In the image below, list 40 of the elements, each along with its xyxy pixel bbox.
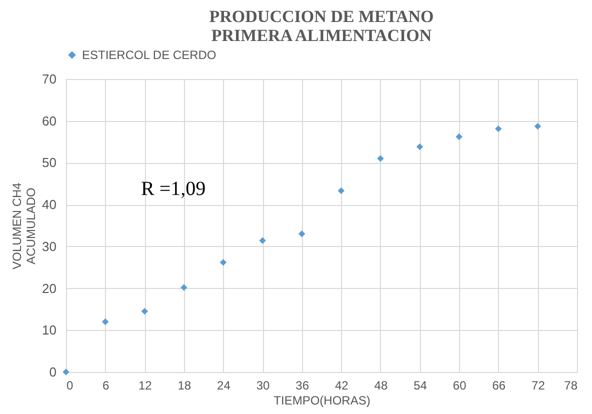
x-tick-label: 48 bbox=[374, 378, 388, 392]
point bbox=[377, 155, 384, 162]
point bbox=[298, 230, 306, 238]
x-tick-label: 36 bbox=[296, 378, 310, 392]
y-tick-label: 10 bbox=[42, 322, 56, 338]
point bbox=[456, 133, 462, 140]
x-tick-label: 60 bbox=[452, 378, 467, 392]
y-tick-label: 20 bbox=[42, 280, 56, 296]
point bbox=[338, 187, 345, 194]
chart-title: PRODUCCION DE METANO PRIMERA ALIMENTACION bbox=[209, 7, 434, 45]
y-tick-label: 70 bbox=[42, 72, 56, 86]
y-tick-label: 60 bbox=[42, 113, 56, 128]
x-tick-label: 24 bbox=[217, 378, 231, 392]
point bbox=[102, 318, 109, 326]
y-axis-title: VOLUMEN CH4 ACUMULADO bbox=[10, 182, 38, 270]
x-tick-label: 42 bbox=[334, 378, 349, 392]
x-tick-label: 78 bbox=[564, 378, 578, 392]
annotation: R =1,09 bbox=[141, 178, 206, 200]
y-tick-label: 30 bbox=[42, 238, 56, 254]
y-tick-label: 0 bbox=[49, 364, 56, 380]
point bbox=[141, 308, 148, 315]
point bbox=[62, 368, 70, 376]
point bbox=[534, 122, 542, 130]
x-tick-label: 54 bbox=[414, 378, 428, 392]
point bbox=[416, 143, 424, 150]
x-tick-label: 18 bbox=[178, 378, 192, 392]
y-tick-label: 40 bbox=[42, 197, 56, 212]
x-tick-label: 0 bbox=[66, 378, 74, 392]
x-tick-label: 6 bbox=[102, 378, 110, 392]
point bbox=[180, 284, 188, 291]
x-axis-title: TIEMPO(HORAS) bbox=[274, 394, 370, 408]
x-tick-label: 72 bbox=[532, 378, 546, 392]
point bbox=[259, 237, 266, 244]
y-tick-label: 50 bbox=[42, 155, 56, 170]
x-tick-label: 30 bbox=[256, 378, 270, 392]
x-tick-label: 66 bbox=[492, 378, 506, 392]
x-tick-label: 12 bbox=[138, 378, 152, 392]
point bbox=[495, 125, 502, 132]
legend-label: ESTIERCOL DE CERDO bbox=[82, 48, 216, 62]
point bbox=[220, 258, 227, 266]
